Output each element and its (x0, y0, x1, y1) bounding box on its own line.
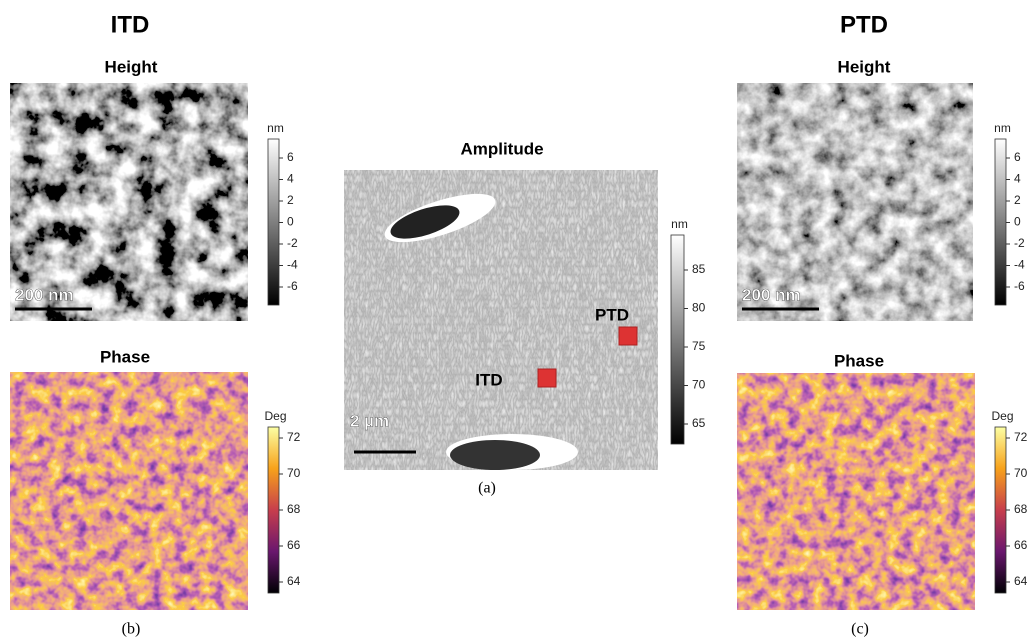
colorbar-unit: nm (671, 217, 688, 231)
marker-label: ITD (475, 370, 502, 389)
itd-height-image (10, 83, 248, 321)
colorbar-tick-label: -2 (1014, 236, 1025, 250)
colorbar-tick-label: -6 (1014, 279, 1025, 293)
colorbar-unit: nm (994, 121, 1011, 135)
colorbar (670, 234, 685, 445)
colorbar-tick-label: 4 (1014, 172, 1021, 186)
colorbar-tick-label: 0 (287, 215, 294, 229)
colorbar-tick-label: -6 (287, 279, 298, 293)
colorbar-tick-label: 66 (1014, 538, 1028, 552)
scale-bar-label: 200 nm (15, 285, 74, 304)
colorbar-tick-label: -2 (287, 236, 298, 250)
panel-title: PTD (840, 11, 888, 38)
ptd-marker (618, 326, 638, 346)
amplitude-image (344, 170, 658, 470)
ptd-phase-image (737, 373, 975, 610)
colorbar (267, 138, 280, 306)
colorbar-tick-label: 64 (287, 574, 301, 588)
colorbar-unit: Deg (264, 409, 286, 423)
panel-caption: (b) (122, 621, 141, 638)
scale-bar-label: 2 µm (350, 411, 389, 430)
colorbar-tick-label: 2 (1014, 193, 1021, 207)
colorbar-tick-label: 70 (1014, 466, 1028, 480)
panel-caption: (c) (851, 621, 869, 638)
colorbar-tick-label: 75 (692, 339, 706, 353)
height-label: Height (105, 57, 158, 76)
colorbar-tick-label: 80 (692, 301, 706, 315)
amplitude-label: Amplitude (460, 139, 543, 158)
pore-shadow (390, 205, 460, 239)
colorbar-tick-label: 65 (692, 416, 706, 430)
colorbar-tick-label: 64 (1014, 574, 1028, 588)
colorbar-tick-label: 6 (1014, 150, 1021, 164)
marker-label: PTD (595, 305, 629, 324)
colorbar-tick-label: 2 (287, 193, 294, 207)
phase-label: Phase (100, 347, 150, 366)
colorbar-tick-label: 72 (1014, 430, 1028, 444)
colorbar (267, 426, 280, 594)
colorbar-tick-label: 72 (287, 430, 301, 444)
colorbar-tick-label: -4 (287, 258, 298, 272)
colorbar-tick-label: 85 (692, 262, 706, 276)
colorbar-tick-label: 70 (692, 378, 706, 392)
itd-marker (537, 368, 557, 388)
colorbar (994, 138, 1007, 306)
itd-phase-image (10, 372, 248, 610)
colorbar-tick-label: -4 (1014, 258, 1025, 272)
scale-bar-label: 200 nm (742, 285, 801, 304)
colorbar-tick-label: 70 (287, 466, 301, 480)
colorbar-unit: nm (267, 121, 284, 135)
colorbar-tick-label: 4 (287, 172, 294, 186)
phase-label: Phase (834, 351, 884, 370)
colorbar-tick-label: 0 (1014, 215, 1021, 229)
colorbar-tick-label: 68 (287, 502, 301, 516)
colorbar-tick-label: 6 (287, 150, 294, 164)
ptd-height-image (737, 83, 973, 321)
colorbar-tick-label: 66 (287, 538, 301, 552)
panel-caption: (a) (478, 480, 496, 497)
pore-shadow (450, 440, 540, 470)
height-label: Height (838, 57, 891, 76)
colorbar-tick-label: 68 (1014, 502, 1028, 516)
colorbar (994, 426, 1007, 594)
colorbar-unit: Deg (991, 409, 1013, 423)
panel-title: ITD (111, 11, 150, 38)
